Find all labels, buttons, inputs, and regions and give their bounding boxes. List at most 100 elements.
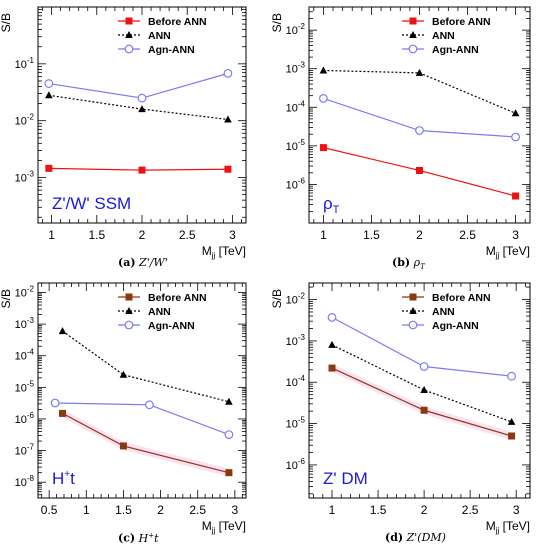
data-point-triangle (45, 91, 53, 99)
legend-marker (125, 293, 133, 301)
plot-frame (308, 282, 531, 499)
data-point-triangle (119, 370, 128, 378)
data-point-square (224, 165, 232, 173)
legend-marker (409, 17, 417, 25)
y-tick-label: 10-8 (15, 474, 35, 489)
series-line (48, 167, 228, 171)
y-tick-label: 10-3 (286, 61, 306, 76)
legend-label: ANN (148, 306, 171, 318)
data-point-square (508, 432, 516, 440)
data-point-triangle (138, 105, 146, 113)
legend-label: Before ANN (148, 292, 207, 304)
x-tick-label: 0.5 (41, 503, 58, 517)
caption-letter: (d) (385, 531, 404, 544)
legend-marker (124, 320, 134, 330)
y-tick-label: 10-4 (286, 374, 306, 389)
y-tick-label: 10-3 (286, 333, 306, 348)
data-point-circle (137, 93, 147, 103)
process-label: Z' DM (323, 469, 368, 488)
caption-letter: (a) (118, 256, 136, 269)
y-axis-label: S/B (0, 13, 13, 32)
data-point-square (59, 409, 67, 417)
uncertainty-band (332, 364, 512, 441)
caption-letter: (c) (118, 531, 136, 545)
caption-b: (b) ρT (392, 256, 425, 271)
x-tick-label: 1 (48, 228, 55, 242)
data-point-circle (415, 126, 424, 135)
x-tick-label: 1.5 (363, 228, 380, 242)
x-tick-label: 3 (512, 228, 519, 242)
data-point-triangle (58, 327, 67, 335)
data-point-circle (50, 398, 60, 408)
legend-label: Agn-ANN (148, 44, 195, 56)
data-point-circle (224, 430, 234, 440)
data-point-square (319, 144, 327, 152)
legend-label: Before ANN (148, 16, 207, 28)
series-line (62, 330, 230, 403)
chart-a: 10-3 10-2 10-1 1 1.5 2 2.5 3 S/B Mjj [TeV] Before … (0, 6, 247, 260)
y-tick-label: 10-6 (286, 457, 306, 472)
legend-label: Agn-ANN (432, 44, 479, 56)
x-tick-label: 3 (229, 228, 236, 242)
data-point-triangle (224, 115, 232, 123)
data-point-square (512, 192, 520, 200)
legend-marker (124, 44, 134, 54)
caption-d: (d) Z'(DM) (385, 531, 446, 544)
legend-marker (409, 307, 417, 314)
legend-marker (409, 293, 417, 301)
data-point-triangle (328, 340, 336, 348)
caption-sup: + (148, 531, 155, 539)
data-point-circle (419, 362, 429, 371)
x-tick-label: 2 (421, 503, 428, 517)
y-tick-label: 10-7 (15, 443, 35, 458)
y-tick-label: 10-4 (15, 348, 35, 363)
y-tick-label: 10-5 (286, 416, 306, 431)
legend-marker (408, 320, 418, 330)
legend-label: ANN (432, 30, 455, 42)
data-point-triangle (420, 385, 428, 393)
caption-sub: T (420, 263, 425, 272)
caption-text: ρ (413, 256, 421, 269)
y-axis-label: S/B (270, 289, 284, 308)
legend-label: Before ANN (432, 16, 491, 28)
data-point-square (119, 442, 127, 450)
chart-c: 10-8 10-7 10-6 10-5 10-4 10-3 10-2 0.5 1 1.5 2 2.5 3… (0, 282, 247, 535)
x-tick-label: 2 (416, 228, 423, 242)
x-tick-label: 2.5 (459, 228, 476, 242)
data-point-circle (44, 79, 54, 88)
y-tick-label: 10-3 (15, 170, 35, 185)
legend-marker (125, 307, 133, 314)
data-point-triangle (415, 68, 424, 76)
legend-marker (125, 31, 133, 38)
caption-a: (a) Z'/W' (118, 256, 168, 269)
x-axis-label: Mjj [TeV] (486, 519, 530, 535)
data-point-circle (511, 132, 520, 142)
x-tick-label: 2.5 (189, 503, 206, 517)
y-tick-label: 10-6 (286, 176, 306, 191)
x-tick-label: 1 (320, 228, 327, 242)
x-axis-label: Mjj [TeV] (202, 244, 246, 260)
data-point-triangle (507, 417, 516, 425)
data-point-circle (507, 371, 516, 381)
data-point-square (138, 166, 146, 174)
data-point-square (225, 469, 233, 477)
x-tick-label: 1.5 (88, 228, 105, 242)
process-label: ρT (323, 194, 340, 216)
data-point-circle (145, 400, 154, 410)
data-point-circle (319, 93, 328, 103)
plot-frame (37, 6, 247, 224)
legend-label: Agn-ANN (148, 320, 195, 332)
legend-label: ANN (432, 306, 455, 318)
y-tick-label: 10-5 (15, 379, 35, 394)
series-line (55, 402, 230, 436)
y-tick-label: 10-2 (15, 284, 35, 299)
x-tick-label: 1 (83, 503, 90, 517)
y-tick-label: 10-2 (286, 22, 306, 37)
data-point-square (45, 164, 53, 172)
data-point-triangle (225, 397, 233, 405)
data-point-triangle (319, 66, 328, 74)
y-axis-label: S/B (270, 13, 284, 32)
x-tick-label: 2 (157, 503, 164, 517)
y-tick-label: 10-5 (286, 138, 306, 153)
